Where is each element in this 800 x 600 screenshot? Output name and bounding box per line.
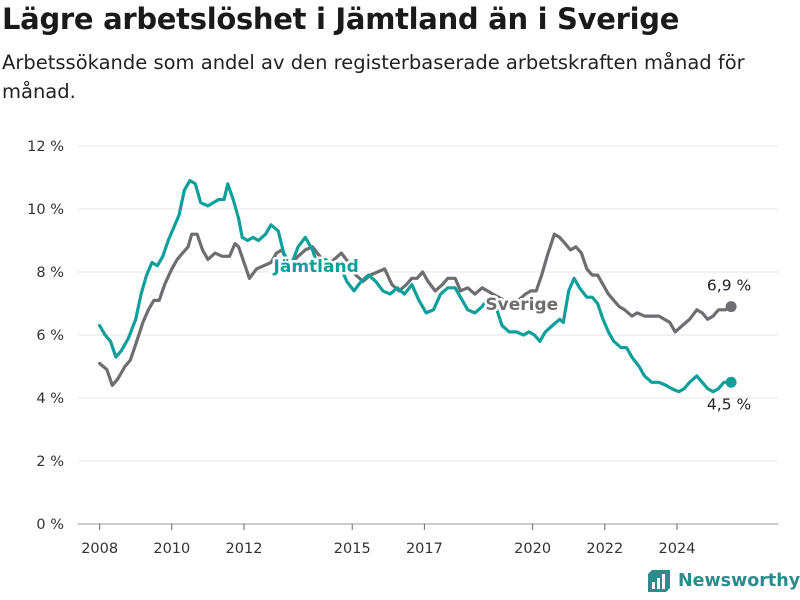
x-tick-label: 2022: [586, 541, 623, 557]
x-tick-label: 2015: [334, 541, 371, 557]
end-value-label-jamtland: 4,5 %: [707, 395, 751, 413]
x-tick-label: 2012: [226, 541, 263, 557]
x-tick-label: 2020: [514, 541, 551, 557]
bar-chart-logo-icon: [648, 570, 670, 592]
brand-logo: Newsworthy: [646, 568, 800, 594]
series-line-sverige: [98, 232, 733, 387]
y-tick-label: 10 %: [27, 202, 64, 218]
x-tick-label: 2017: [406, 541, 443, 557]
y-tick-label: 2 %: [36, 454, 64, 470]
end-value-label-sverige: 6,9 %: [707, 277, 751, 295]
x-tick-label: 2024: [659, 541, 696, 557]
series-label-jamtland: Jämtland: [273, 257, 359, 277]
chart-title: Lägre arbetslöshet i Jämtland än i Sveri…: [2, 2, 680, 36]
y-tick-label: 6 %: [36, 328, 64, 344]
series-label-sverige: Sverige: [485, 295, 558, 315]
chart-subtitle: Arbetssökande som andel av den registerb…: [2, 51, 745, 103]
x-tick-label: 2010: [153, 541, 190, 557]
y-tick-label: 0 %: [36, 517, 64, 533]
brand-name: Newsworthy: [678, 571, 800, 591]
y-tick-label: 12 %: [27, 139, 64, 155]
series-label-jamtland-halo: Jämtland: [273, 257, 359, 277]
y-tick-label: 4 %: [36, 391, 64, 407]
x-tick-label: 2008: [81, 541, 118, 557]
series-line-jmtland: [98, 179, 733, 394]
end-point-jmtland: [725, 376, 737, 388]
series-label-sverige-halo: Sverige: [485, 295, 558, 315]
y-tick-label: 8 %: [36, 265, 64, 281]
end-point-sverige: [725, 301, 737, 313]
